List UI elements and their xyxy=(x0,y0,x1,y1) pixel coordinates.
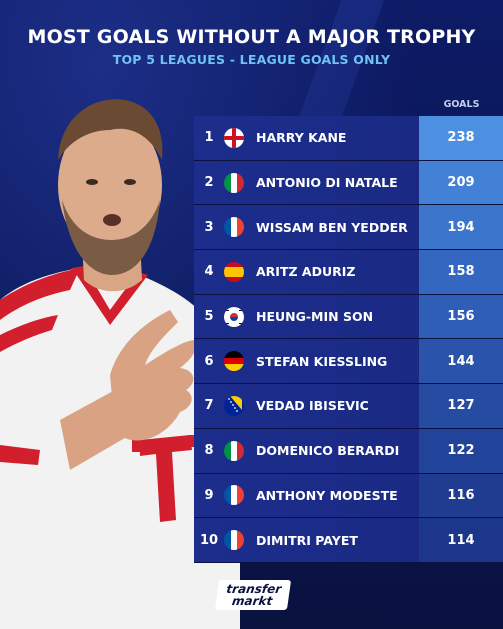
bosnia-flag-icon xyxy=(224,395,244,416)
player-name: HARRY KANE xyxy=(256,130,347,146)
player-name: ANTONIO DI NATALE xyxy=(256,175,398,191)
row-name-cell: 6 STEFAN KIESSLING xyxy=(194,339,419,384)
chart-title: MOST GOALS WITHOUT A MAJOR TROPHY xyxy=(27,26,476,48)
row-name-cell: 2 ANTONIO DI NATALE xyxy=(194,160,419,205)
france-flag-icon xyxy=(224,217,244,238)
goals-value: 144 xyxy=(419,339,503,384)
table-row: 7 VEDAD IBISEVIC 127 xyxy=(194,384,503,429)
row-name-cell: 5 HEUNG-MIN SON xyxy=(194,294,419,339)
goals-value: 116 xyxy=(419,473,503,518)
italy-flag-icon xyxy=(224,440,244,461)
logo-text-line2: markt xyxy=(231,594,274,608)
rank-number: 4 xyxy=(204,264,214,280)
row-name-cell: 9 ANTHONY MODESTE xyxy=(194,473,419,518)
rank-number: 7 xyxy=(204,398,214,414)
player-name: VEDAD IBISEVIC xyxy=(256,398,369,414)
table-row: 9 ANTHONY MODESTE 116 xyxy=(194,473,503,519)
south-korea-flag-icon xyxy=(224,306,244,327)
goals-value: 122 xyxy=(419,428,503,473)
germany-flag-icon xyxy=(224,351,244,372)
goals-value: 114 xyxy=(419,518,503,562)
player-name: ANTHONY MODESTE xyxy=(256,487,398,503)
goals-value: 158 xyxy=(419,250,503,294)
rank-number: 3 xyxy=(204,219,214,235)
table-row: 6 STEFAN KIESSLING 144 xyxy=(194,339,503,385)
goals-value: 238 xyxy=(419,116,503,160)
rank-number: 9 xyxy=(204,487,214,503)
row-name-cell: 7 VEDAD IBISEVIC xyxy=(194,384,419,428)
goals-column-header: GOALS xyxy=(443,99,480,110)
rank-number: 8 xyxy=(204,443,214,459)
rank-number: 6 xyxy=(204,353,214,369)
italy-flag-icon xyxy=(224,172,244,193)
player-name: STEFAN KIESSLING xyxy=(256,353,388,369)
ranking-table: 1 HARRY KANE 238 2 ANTONIO DI NATALE 209… xyxy=(194,116,503,563)
player-name: DIMITRI PAYET xyxy=(256,532,358,548)
table-row: 5 HEUNG-MIN SON 156 xyxy=(194,294,503,340)
rank-number: 10 xyxy=(199,532,219,548)
rank-number: 1 xyxy=(204,130,214,146)
player-name: ARITZ ADURIZ xyxy=(256,264,356,280)
goals-value: 209 xyxy=(419,160,503,205)
rank-number: 2 xyxy=(204,175,214,191)
france-flag-icon xyxy=(224,485,244,506)
row-name-cell: 8 DOMENICO BERARDI xyxy=(194,428,419,473)
table-row: 2 ANTONIO DI NATALE 209 xyxy=(194,160,503,206)
player-name: DOMENICO BERARDI xyxy=(256,443,400,459)
player-photo xyxy=(0,99,240,629)
goals-value: 156 xyxy=(419,294,503,339)
transfermarkt-logo: transfer markt xyxy=(214,580,292,610)
spain-flag-icon xyxy=(224,261,244,282)
goals-value: 194 xyxy=(419,205,503,250)
france-flag-icon xyxy=(224,530,244,551)
chart-subtitle: TOP 5 LEAGUES - LEAGUE GOALS ONLY xyxy=(112,52,391,67)
england-flag-icon xyxy=(224,127,244,148)
table-row: 1 HARRY KANE 238 xyxy=(194,116,503,161)
row-name-cell: 3 WISSAM BEN YEDDER xyxy=(194,205,419,250)
table-row: 8 DOMENICO BERARDI 122 xyxy=(194,428,503,474)
table-row: 10 DIMITRI PAYET 114 xyxy=(194,518,503,563)
table-row: 4 ARITZ ADURIZ 158 xyxy=(194,250,503,295)
goals-value: 127 xyxy=(419,384,503,428)
row-name-cell: 1 HARRY KANE xyxy=(194,116,419,160)
rank-number: 5 xyxy=(204,309,214,325)
row-name-cell: 4 ARITZ ADURIZ xyxy=(194,250,419,294)
player-name: HEUNG-MIN SON xyxy=(256,309,374,325)
row-name-cell: 10 DIMITRI PAYET xyxy=(194,518,419,562)
player-name: WISSAM BEN YEDDER xyxy=(256,219,408,235)
table-row: 3 WISSAM BEN YEDDER 194 xyxy=(194,205,503,251)
